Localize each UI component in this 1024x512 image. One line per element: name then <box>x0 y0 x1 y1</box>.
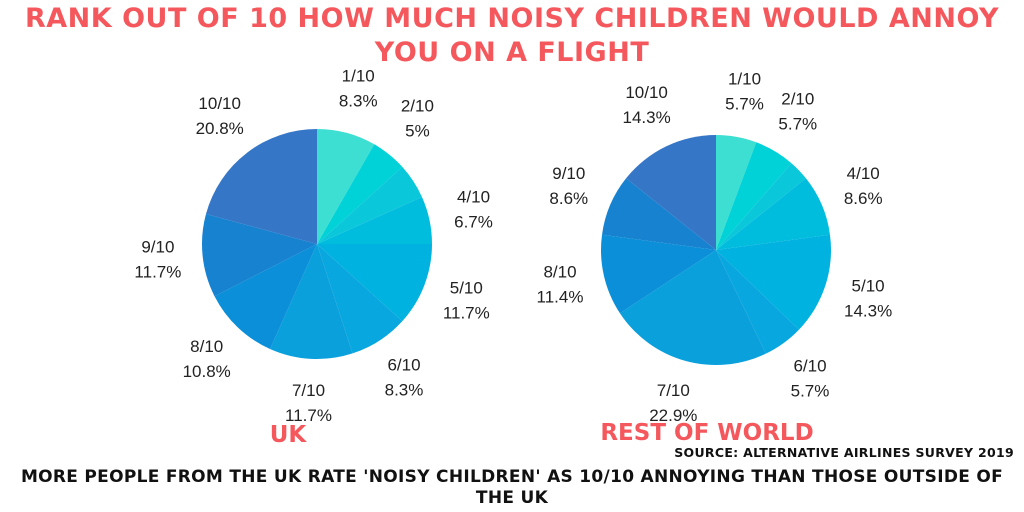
pie-slice <box>626 135 716 250</box>
slice-label: 10/10 20.8% <box>196 94 244 138</box>
slice-label: 4/10 8.6% <box>844 164 883 208</box>
pie-chart-uk: 1/10 8.3% 2/10 5% 4/10 6.7% 5/10 11.7% 6/10 8.3% 7… <box>134 66 492 424</box>
slice-label: 2/10 5% <box>401 96 434 140</box>
chart-title: Rank out of 10 how much noisy children w… <box>24 3 999 68</box>
slice-label: 8/10 11.4% <box>537 263 584 307</box>
slice-label: 6/10 5.7% <box>791 357 830 401</box>
slice-label: 7/10 11.7% <box>285 381 332 425</box>
slice-label: 1/10 5.7% <box>725 70 764 114</box>
slice-label: 7/10 22.9% <box>649 381 697 425</box>
pie-slice <box>317 144 403 244</box>
slice-label: 6/10 8.3% <box>385 355 424 399</box>
pie-slice <box>205 128 317 244</box>
pie-slice <box>716 178 830 250</box>
pie-slice <box>317 197 432 244</box>
pie-slice <box>317 244 432 322</box>
footnote: More people from the UK rate 'noisy chil… <box>20 467 1004 508</box>
pie-slice <box>214 244 317 349</box>
slice-label: 2/10 5.7% <box>778 90 817 134</box>
pie-slice <box>716 142 792 250</box>
slice-label: 5/10 11.7% <box>443 279 490 323</box>
slice-label: 4/10 6.7% <box>454 188 493 232</box>
pie-slice <box>716 163 806 250</box>
pie-slice <box>201 214 317 297</box>
pie-chart-title: Rest of World <box>600 420 813 446</box>
pie-slice <box>716 250 800 354</box>
slice-label: 10/10 14.3% <box>622 83 670 127</box>
pie-slice <box>317 129 375 244</box>
pie-slice <box>619 250 766 366</box>
pie-slice <box>602 178 716 250</box>
pie-chart-rest-of-world: 1/10 5.7% 2/10 5.7% 4/10 8.6% 5/10 14.3% 6/10 5.7… <box>537 70 893 426</box>
pie-slice <box>716 234 832 330</box>
pie-slice <box>716 135 757 250</box>
slice-label: 9/10 11.7% <box>134 238 181 282</box>
pie-chart-title: UK <box>270 422 308 448</box>
pie-slice <box>317 166 422 244</box>
source-note: Source: Alternative Airlines Survey 2019 <box>674 445 1014 460</box>
slice-label: 8/10 10.8% <box>183 337 231 381</box>
pie-slice <box>600 234 716 314</box>
slice-label: 5/10 14.3% <box>844 277 892 321</box>
slice-label: 1/10 8.3% <box>339 66 378 110</box>
pie-slice <box>317 244 403 354</box>
slice-label: 9/10 8.6% <box>549 164 588 208</box>
pie-slice <box>270 244 353 359</box>
